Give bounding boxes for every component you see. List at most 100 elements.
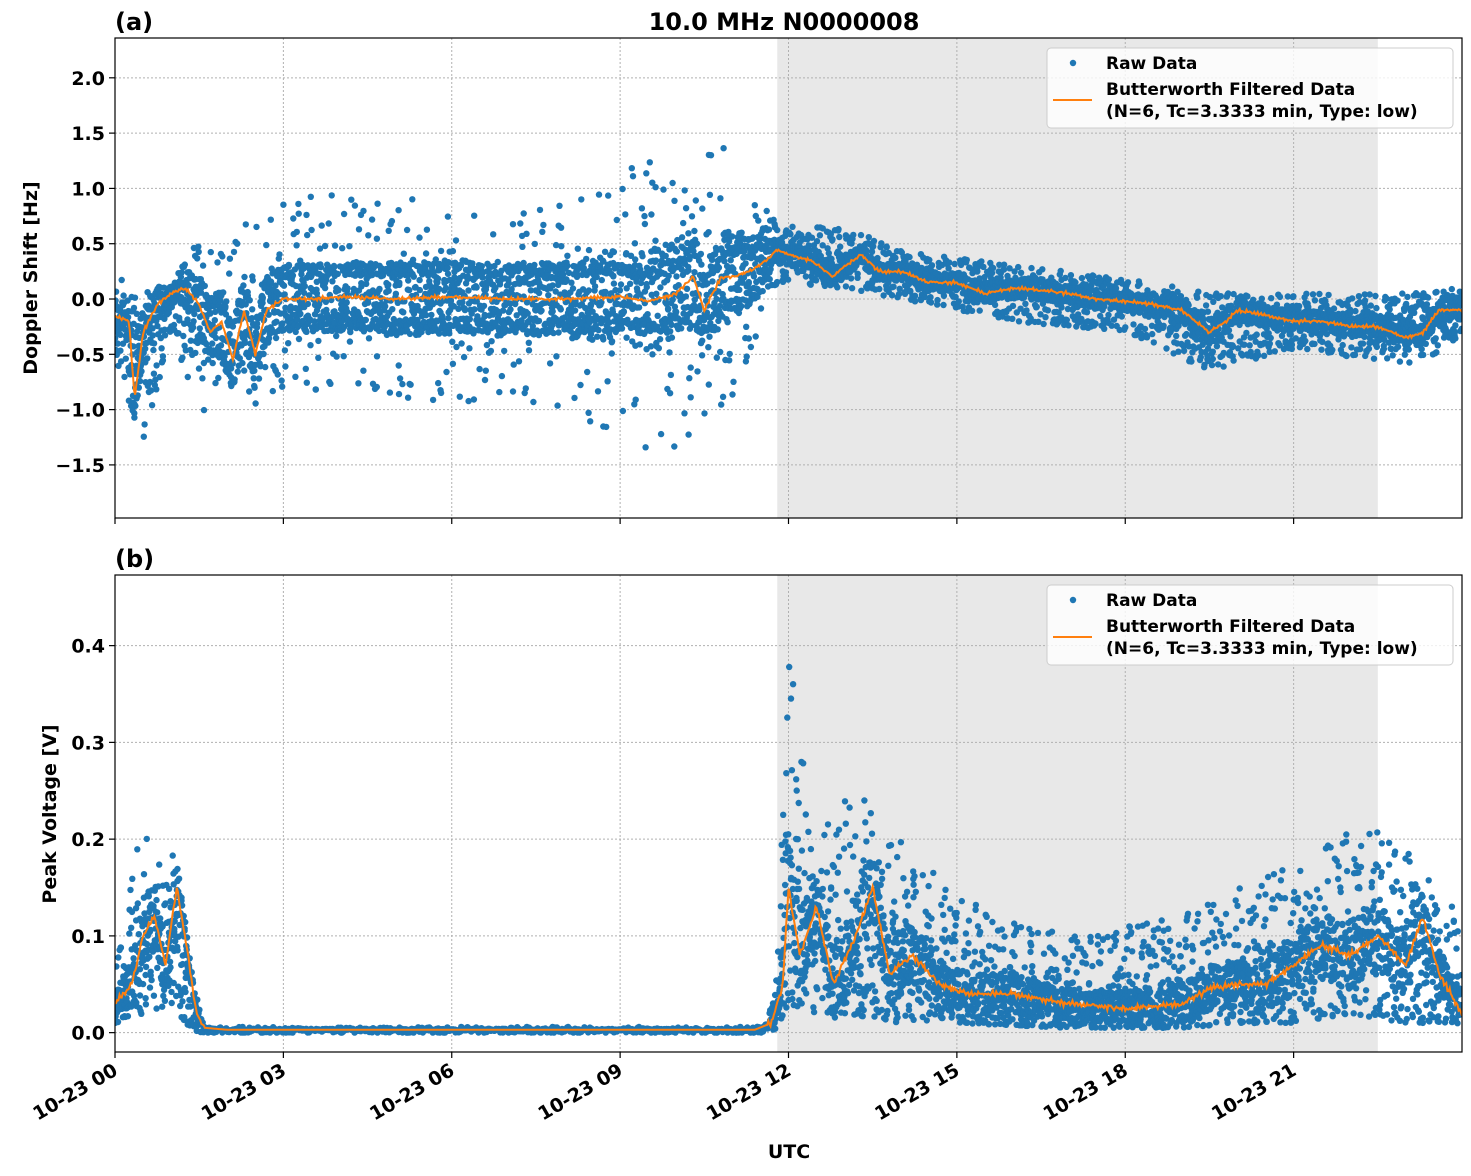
raw-data-point: [304, 232, 310, 238]
raw-data-point: [1079, 275, 1085, 281]
raw-data-point: [113, 289, 119, 295]
raw-data-point: [426, 278, 432, 284]
raw-data-point: [234, 241, 240, 247]
raw-data-point: [141, 434, 147, 440]
raw-data-point: [496, 389, 502, 395]
raw-data-point: [226, 270, 232, 276]
raw-data-point: [699, 205, 705, 211]
raw-data-point: [523, 231, 529, 237]
raw-data-point: [1072, 279, 1078, 285]
raw-data-point: [483, 368, 489, 374]
raw-data-point: [399, 381, 405, 387]
raw-data-point: [680, 220, 686, 226]
raw-data-point: [667, 328, 673, 334]
raw-data-point: [235, 368, 241, 374]
raw-data-point: [1169, 283, 1175, 289]
raw-data-point: [315, 355, 321, 361]
raw-data-point: [476, 366, 482, 372]
raw-data-point: [132, 403, 138, 409]
raw-data-point: [526, 340, 532, 346]
raw-data-point: [622, 211, 628, 217]
raw-data-point: [1062, 275, 1068, 281]
raw-data-point: [242, 340, 248, 346]
raw-data-point: [669, 180, 675, 186]
raw-data-point: [990, 265, 996, 271]
raw-data-point: [457, 394, 463, 400]
raw-data-point: [736, 287, 742, 293]
raw-data-point: [197, 325, 203, 331]
raw-data-point: [483, 286, 489, 292]
raw-data-point: [1130, 321, 1136, 327]
raw-data-point: [1214, 343, 1220, 349]
raw-data-point: [179, 355, 185, 361]
raw-data-point: [630, 173, 636, 179]
raw-data-point: [586, 287, 592, 293]
raw-data-point: [346, 243, 352, 249]
raw-data-point: [500, 307, 506, 313]
raw-data-point: [709, 278, 715, 284]
raw-data-point: [1016, 318, 1022, 324]
raw-data-point: [878, 240, 884, 246]
raw-data-point: [278, 377, 284, 383]
raw-data-point: [417, 287, 423, 293]
raw-data-point: [618, 281, 624, 287]
raw-data-point: [609, 339, 615, 345]
raw-data-point: [190, 324, 196, 330]
raw-data-point: [405, 395, 411, 401]
raw-data-point: [558, 243, 564, 249]
raw-data-point: [892, 255, 898, 261]
raw-data-point: [699, 338, 705, 344]
raw-data-point: [829, 237, 835, 243]
raw-data-point: [653, 291, 659, 297]
raw-data-point: [643, 170, 649, 176]
raw-data-point: [858, 232, 864, 238]
raw-data-point: [344, 285, 350, 291]
raw-data-point: [934, 297, 940, 303]
raw-data-point: [158, 345, 164, 351]
raw-data-point: [1034, 304, 1040, 310]
raw-data-point: [639, 253, 645, 259]
raw-data-point: [596, 191, 602, 197]
raw-data-point: [416, 234, 422, 240]
raw-data-point: [642, 221, 648, 227]
raw-data-point: [698, 251, 704, 257]
raw-data-point: [1227, 333, 1233, 339]
raw-data-point: [131, 305, 137, 311]
raw-data-point: [501, 348, 507, 354]
raw-data-point: [536, 318, 542, 324]
raw-data-point: [716, 264, 722, 270]
raw-data-point: [688, 364, 694, 370]
raw-data-point: [1065, 322, 1071, 328]
raw-data-point: [230, 323, 236, 329]
raw-data-point: [131, 414, 137, 420]
raw-data-point: [694, 368, 700, 374]
raw-data-point: [355, 380, 361, 386]
raw-data-point: [243, 221, 249, 227]
raw-data-point: [660, 186, 666, 192]
raw-data-point: [499, 373, 505, 379]
raw-data-point: [758, 305, 764, 311]
raw-data-point: [308, 227, 314, 233]
raw-data-point: [450, 248, 456, 254]
raw-data-point: [270, 388, 276, 394]
raw-data-point: [471, 396, 477, 402]
raw-data-point: [141, 421, 147, 427]
raw-data-point: [647, 159, 653, 165]
raw-data-point: [279, 384, 285, 390]
raw-data-point: [200, 262, 206, 268]
raw-data-point: [532, 241, 538, 247]
raw-data-point: [1009, 316, 1015, 322]
raw-data-point: [673, 273, 679, 279]
raw-data-point: [120, 292, 126, 298]
raw-data-point: [341, 211, 347, 217]
raw-data-point: [652, 184, 658, 190]
raw-data-point: [1194, 295, 1200, 301]
raw-data-point: [374, 353, 380, 359]
raw-data-point: [326, 220, 332, 226]
raw-data-point: [554, 402, 560, 408]
raw-data-point: [119, 277, 125, 283]
raw-data-point: [281, 283, 287, 289]
raw-data-point: [874, 255, 880, 261]
raw-data-point: [956, 298, 962, 304]
raw-data-point: [698, 261, 704, 267]
